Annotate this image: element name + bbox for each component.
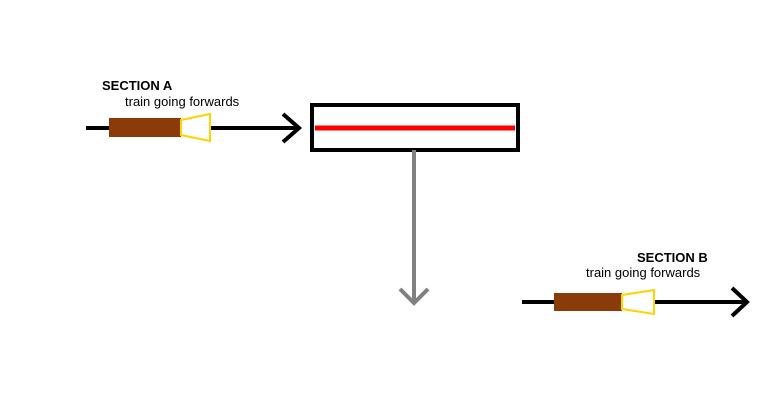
section-a-train-body (109, 118, 181, 137)
section-a-headlight-icon (180, 112, 211, 143)
section-b-train-icon (554, 288, 655, 316)
transfer-arrow-head (398, 287, 430, 306)
section-a-arrow-head-icon (281, 112, 303, 144)
section-b-train-body (554, 293, 622, 311)
section-b-subtitle: train going forwards (586, 265, 701, 280)
section-a-title: SECTION A (102, 78, 173, 93)
section-a-subtitle: train going forwards (125, 94, 240, 109)
transfer-box (310, 103, 520, 152)
section-b-title: SECTION B (637, 250, 708, 265)
transfer-arrow-down-icon (398, 150, 430, 306)
section-b-arrow-head-icon (730, 286, 750, 318)
section-a-train-icon (109, 112, 211, 143)
section-b-headlight-icon (621, 288, 655, 316)
